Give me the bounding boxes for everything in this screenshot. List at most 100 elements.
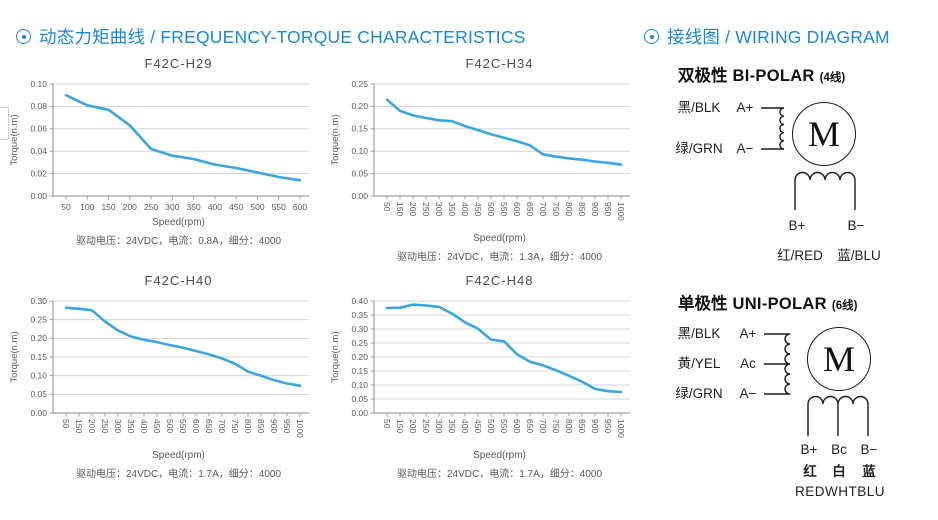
y-tick-label: 0.15 [30,352,47,362]
x-tick-label: 550 [272,202,286,212]
y-tick-label: 0.15 [351,124,368,134]
unipolar-title-en: UNI-POLAR [732,295,827,313]
x-tick-label: 900 [590,202,600,216]
y-tick-label: 0.04 [30,146,47,156]
terminal-label: A+ [736,100,754,115]
y-tick-label: 0.00 [351,408,368,418]
x-tick-label: 200 [123,202,137,212]
unipolar-wires [764,333,869,436]
drive-conditions-caption: 驱动电压：24VDC，电流：0.8A，细分：4000 [75,236,282,247]
terminal-label: B− [860,442,878,457]
terminal-label: B− [847,218,865,233]
wire-color-label: 绿/GRN [675,141,723,156]
y-tick-label: 0.10 [351,380,368,390]
x-tick-label: 950 [603,202,613,216]
chart-card-f42c-h34: F42C-H34 0.00 0.05 0.10 0.15 0.20 0.25 50 150 20… [329,56,642,263]
unipolar-wire-count: (6线) [831,300,858,312]
y-tick-label: 0.00 [30,191,47,201]
terminal-label: B+ [788,218,806,233]
y-tick-label: 0.30 [351,324,368,334]
bipolar-title: 双极性 BI-POLAR (4线) [678,62,934,86]
torque-curve [385,98,623,166]
y-tick-label: 0.05 [351,168,368,178]
y-tick-label: 0.10 [30,370,47,380]
wire-color-label: 蓝 [862,464,876,479]
x-tick-label: 150 [395,202,405,216]
x-tick-label: 850 [577,202,587,216]
bipolar-wire-count: (4线) [819,72,846,84]
motor-label: M [807,114,840,154]
x-tick-label: 300 [434,419,444,433]
y-tick-label: 0.10 [351,146,368,156]
x-tick-label: 300 [165,202,179,212]
x-tick-label: 700 [217,419,227,433]
x-tick-label: 400 [139,419,149,433]
x-tick-label: 150 [101,202,115,212]
wire-color-label: 黑/BLK [677,100,721,115]
chart-card-f42c-h29: F42C-H29 0.00 0.02 0.04 0.06 0.08 0.10 50 100 15… [8,56,321,263]
y-tick-label: 0.10 [30,79,47,89]
x-axis-label: Speed(rpm) [152,450,205,461]
x-tick-label: 700 [538,419,548,433]
x-axis-label: Speed(rpm) [473,450,526,461]
x-tick-label: 50 [61,202,71,212]
drive-conditions-caption: 驱动电压：24VDC，电流：1.3A，细分：4000 [396,252,603,263]
x-axis-label: Speed(rpm) [473,233,526,244]
y-axis-label: Torque(n.m) [330,114,341,165]
x-tick-label: 500 [250,202,264,212]
y-tick-label: 0.25 [351,338,368,348]
x-tick-label: 800 [243,419,253,433]
terminal-label: A− [736,141,754,156]
x-tick-label: 100 [80,202,94,212]
motor-label: M [822,339,855,379]
cropped-ui-artifact [0,107,9,140]
x-tick-label: 250 [421,202,431,216]
x-tick-label: 150 [395,419,405,433]
torque-curve [64,93,302,182]
x-tick-label: 500 [486,419,496,433]
x-tick-label: 650 [525,419,535,433]
x-tick-label: 200 [87,419,97,433]
x-tick-label: 50 [382,419,392,429]
wire-color-label: 红 [803,464,817,479]
motor-symbol: M [807,327,871,391]
y-tick-label: 0.20 [351,352,368,362]
x-tick-label: 650 [525,202,535,216]
x-tick-label: 550 [178,419,188,433]
x-tick-label: 750 [551,419,561,433]
wire-color-label: 黑/BLK [677,326,721,341]
chart-title: F42C-H48 [465,273,534,288]
phase-a-winding-coil [764,333,791,395]
x-tick-label: 250 [144,202,158,212]
x-tick-label: 800 [564,419,574,433]
terminal-label: B+ [800,442,818,457]
wire-colors-english: REDWHTBLU [794,484,886,499]
phase-a-winding-coil [761,107,785,150]
section-title: 动态力矩曲线 / FREQUENCY-TORQUE CHARACTERISTIC… [39,27,526,47]
x-tick-label: 850 [577,419,587,433]
x-tick-label: 400 [460,202,470,216]
drive-conditions-caption: 驱动电压：24VDC，电流：1.7A，细分：4000 [396,469,603,480]
x-axis-label: Speed(rpm) [152,217,205,228]
x-tick-label: 600 [293,202,307,212]
phase-b-winding-coil [807,395,869,436]
x-tick-label: 950 [282,419,292,433]
frequency-torque-chart: 0.00 0.02 0.04 0.06 0.08 0.10 50 100 150 200 250 30… [9,79,309,212]
y-tick-label: 0.08 [30,101,47,111]
motor-symbol: M [792,102,856,166]
y-tick-label: 0.40 [351,296,368,306]
phase-b-winding-coil [794,171,856,210]
chart-title: F42C-H29 [144,56,213,71]
y-tick-label: 0.30 [30,296,47,306]
x-tick-label: 1000 [616,202,626,221]
y-tick-label: 0.06 [30,124,47,134]
wiring-column: 双极性 BI-POLAR (4线) M 黑/BLK A+ 绿/GRN A− B+… [675,62,934,520]
x-tick-label: 800 [564,202,574,216]
x-tick-label: 700 [538,202,548,216]
x-tick-label: 200 [408,202,418,216]
x-tick-label: 450 [229,202,243,212]
x-tick-label: 350 [126,419,136,433]
terminal-label: Ac [740,356,756,371]
x-tick-label: 550 [499,202,509,216]
